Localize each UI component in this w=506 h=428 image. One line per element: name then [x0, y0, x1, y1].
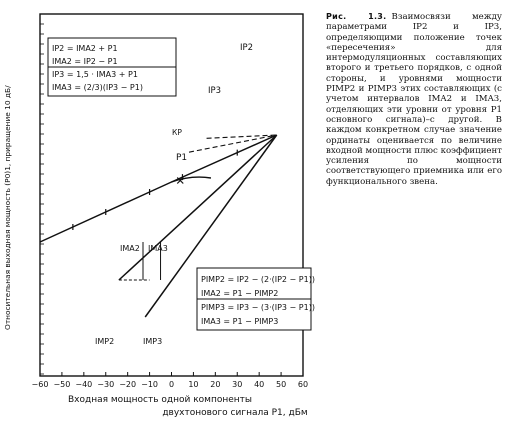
x-axis-label-line2: двухтонового сигнала P1, дБм — [162, 408, 307, 418]
formula-box-top-line: IMA2 = IP2 − P1 — [52, 57, 118, 66]
label-ima2: IMA2 — [120, 244, 140, 253]
formula-box-bottom-line: PIMP3 = IP3 − (3·(IP3 − P1)) — [201, 303, 315, 312]
x-tick-label: 10 — [188, 380, 198, 389]
chart-frame: −60 −50 −40 −30 −20 −10 0 10 20 30 40 50 60 — [32, 13, 308, 389]
label-imp3: IMP3 — [143, 337, 162, 346]
formula-box-bottom-line: IMA3 = P1 − PIMP3 — [201, 317, 278, 326]
x-tick-label: −60 — [32, 380, 49, 389]
series-im3 — [144, 134, 278, 318]
x-tick-label: −20 — [119, 380, 136, 389]
formula-box-bottom-line: IMA2 = P1 − PIMP2 — [201, 289, 278, 298]
x-tick-label: −40 — [75, 380, 92, 389]
formula-box-bottom-line: PIMP2 = IP2 − (2·(IP2 − P1)) — [201, 275, 315, 284]
x-tick-label: 30 — [232, 380, 242, 389]
chart-series — [39, 134, 278, 318]
label-kp: КР — [172, 128, 182, 137]
formula-box-top-line: IP2 = IMA2 + P1 — [52, 44, 118, 53]
compression-point-mark — [176, 177, 184, 184]
caption-label: Рис. 1.3. — [326, 12, 387, 21]
label-ip3: IP3 — [208, 86, 221, 96]
chart-labels: IP2 IP3 КР P1 IMA2 IMA3 IMP2 IMP3 IP2 = IMA2 + P… — [47, 37, 315, 346]
x-tick-label: −10 — [141, 380, 158, 389]
series-compression — [171, 176, 212, 183]
x-tick-label: 0 — [169, 380, 174, 389]
caption-text: Взаимосвязи между параметрами IP2 и IP3,… — [326, 12, 502, 187]
formula-box-top-line: IP3 = 1,5 · IMA3 + P1 — [52, 70, 138, 79]
figure-caption: Рис. 1.3. Взаимосвязи между параметрами I… — [326, 12, 502, 187]
label-ip2: IP2 — [240, 43, 253, 53]
x-tick-label: −50 — [53, 380, 70, 389]
series-extrapolation-im3 — [206, 134, 277, 139]
series-extrapolation-im2 — [188, 134, 277, 153]
label-imp2: IMP2 — [95, 337, 114, 346]
series-im2 — [118, 134, 278, 281]
x-tick-label: 40 — [254, 380, 264, 389]
series-fundamental — [39, 134, 278, 243]
label-ima3: IMA3 — [148, 244, 168, 253]
x-axis-label-line1: Входная мощность одной компоненты — [68, 395, 252, 405]
x-tick-label: 20 — [210, 380, 220, 389]
y-axis-label: Относительная выходная мощность (P0)1, п… — [3, 85, 12, 330]
formula-box-top-line: IMA3 = (2/3)(IP3 − P1) — [52, 83, 143, 92]
x-tick-label: −30 — [97, 380, 114, 389]
label-p1: P1 — [176, 153, 187, 163]
x-tick-label: 60 — [298, 380, 308, 389]
x-tick-label: 50 — [276, 380, 286, 389]
